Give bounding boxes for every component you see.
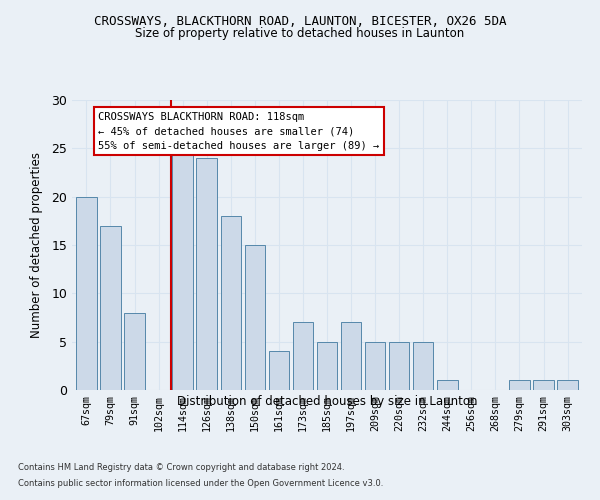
Bar <box>245 245 265 390</box>
Text: Contains public sector information licensed under the Open Government Licence v3: Contains public sector information licen… <box>18 478 383 488</box>
Bar <box>365 342 385 390</box>
Y-axis label: Number of detached properties: Number of detached properties <box>30 152 43 338</box>
Bar <box>341 322 361 390</box>
Text: Size of property relative to detached houses in Launton: Size of property relative to detached ho… <box>136 28 464 40</box>
Bar <box>413 342 433 390</box>
Bar <box>124 312 145 390</box>
Bar <box>317 342 337 390</box>
Bar <box>100 226 121 390</box>
Bar <box>196 158 217 390</box>
Text: Contains HM Land Registry data © Crown copyright and database right 2024.: Contains HM Land Registry data © Crown c… <box>18 464 344 472</box>
Bar <box>509 380 530 390</box>
Bar <box>76 196 97 390</box>
Bar <box>293 322 313 390</box>
Text: Distribution of detached houses by size in Launton: Distribution of detached houses by size … <box>177 395 477 408</box>
Bar <box>269 352 289 390</box>
Bar <box>221 216 241 390</box>
Bar <box>437 380 458 390</box>
Bar <box>557 380 578 390</box>
Text: CROSSWAYS, BLACKTHORN ROAD, LAUNTON, BICESTER, OX26 5DA: CROSSWAYS, BLACKTHORN ROAD, LAUNTON, BIC… <box>94 15 506 28</box>
Bar <box>533 380 554 390</box>
Bar <box>172 148 193 390</box>
Bar <box>389 342 409 390</box>
Text: CROSSWAYS BLACKTHORN ROAD: 118sqm
← 45% of detached houses are smaller (74)
55% : CROSSWAYS BLACKTHORN ROAD: 118sqm ← 45% … <box>98 112 380 151</box>
